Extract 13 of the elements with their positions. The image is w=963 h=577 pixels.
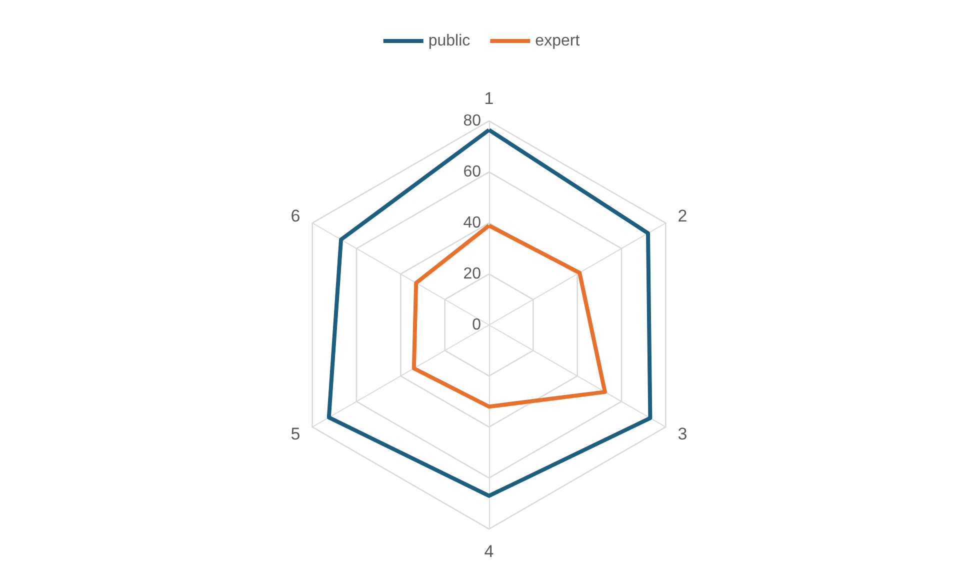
spoke-label: 4 (484, 542, 494, 561)
y-tick-label: 20 (463, 266, 482, 282)
y-tick-label: 0 (472, 316, 482, 334)
spoke-label: 2 (678, 206, 688, 226)
y-tick-label: 60 (463, 164, 482, 180)
y-tick-label: 40 (463, 214, 482, 232)
spoke-label: 3 (678, 424, 688, 444)
spoke-label: 1 (484, 89, 494, 108)
spoke-label: 5 (290, 424, 300, 444)
legend-label: expert (535, 32, 580, 50)
spoke-label: 6 (290, 206, 300, 226)
legend-label: public (428, 32, 470, 50)
y-tick-label: 80 (463, 112, 482, 130)
